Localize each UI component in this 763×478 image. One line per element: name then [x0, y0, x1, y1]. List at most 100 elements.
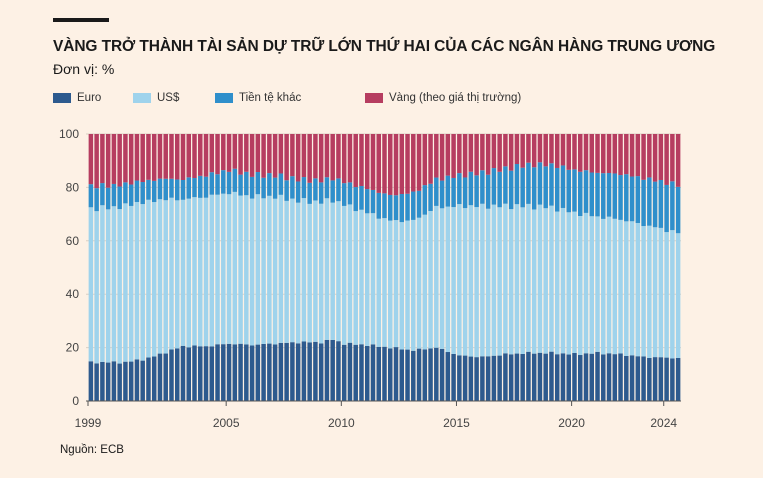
legend-swatch-gold: [365, 93, 383, 103]
bar-segment-gold: [284, 134, 289, 181]
bar-segment-usd: [272, 198, 278, 345]
bar-segment-other: [123, 182, 128, 204]
bar-segment-other: [244, 171, 249, 196]
bar-segment-euro: [595, 351, 600, 401]
bar-segment-usd: [186, 198, 191, 348]
bar-segment-gold: [658, 134, 664, 180]
y-tick-label: 20: [66, 341, 80, 355]
bar-segment-other: [543, 166, 548, 209]
bar-segment-other: [128, 184, 134, 206]
bar-segment-euro: [192, 345, 197, 401]
bar-segment-gold: [451, 134, 456, 178]
bar-segment-euro: [169, 349, 174, 401]
bar-segment-euro: [278, 342, 284, 401]
bar-segment-euro: [411, 350, 416, 401]
bar-segment-usd: [353, 211, 358, 345]
bar-segment-gold: [157, 134, 163, 179]
bar-segment-usd: [480, 203, 485, 357]
bar-segment-euro: [301, 341, 307, 401]
bar-segment-gold: [618, 134, 623, 176]
bar-segment-usd: [399, 222, 405, 350]
bar-segment-euro: [370, 344, 376, 401]
bar-segment-gold: [606, 134, 612, 174]
bar-segment-euro: [307, 342, 312, 401]
bar-segment-other: [301, 177, 307, 199]
bar-segment-other: [100, 183, 105, 206]
bar-segment-gold: [508, 134, 514, 171]
bar-segment-euro: [88, 361, 94, 401]
bar-segment-gold: [117, 134, 122, 187]
bar-segment-usd: [670, 230, 675, 359]
bar-segment-euro: [468, 356, 474, 401]
bar-segment-gold: [560, 134, 566, 166]
legend-label-usd: US$: [157, 92, 180, 104]
bar-segment-usd: [474, 207, 479, 358]
bar-segment-euro: [272, 344, 278, 401]
bar-segment-euro: [480, 356, 485, 401]
bar-segment-euro: [232, 344, 238, 401]
legend-swatch-other: [215, 93, 233, 103]
bar-segment-usd: [520, 207, 525, 354]
bar-segment-other: [330, 180, 335, 203]
bar-segment-usd: [221, 193, 226, 345]
bar-segment-euro: [117, 363, 122, 401]
bar-segment-gold: [307, 134, 312, 183]
bar-segment-other: [514, 164, 520, 205]
bar-segment-usd: [226, 194, 232, 344]
bar-segment-other: [180, 180, 186, 200]
bar-segment-usd: [232, 191, 238, 345]
bar-segment-gold: [566, 134, 571, 170]
bar-segment-other: [560, 165, 566, 208]
bar-segment-usd: [503, 203, 508, 354]
bar-segment-other: [134, 180, 140, 202]
bar-segment-euro: [347, 342, 353, 401]
bar-segment-usd: [618, 219, 623, 354]
legend-item-euro: Euro: [53, 92, 101, 104]
bar-segment-usd: [128, 205, 134, 362]
bar-segment-euro: [675, 357, 681, 401]
bar-segment-euro: [554, 354, 560, 401]
bar-segment-gold: [169, 134, 174, 179]
bar-segment-other: [503, 166, 508, 204]
bar-segment-gold: [445, 134, 451, 176]
bar-segment-other: [399, 194, 405, 223]
bar-segment-usd: [531, 209, 537, 354]
bar-segment-other: [192, 178, 197, 198]
bar-segment-euro: [198, 346, 203, 401]
bar-segment-gold: [209, 134, 215, 173]
bar-segment-gold: [595, 134, 600, 173]
bar-segment-other: [647, 177, 652, 226]
bar-segment-usd: [601, 218, 606, 355]
x-tick-label: 2010: [328, 416, 355, 430]
bar-segment-usd: [111, 206, 117, 362]
bar-segment-other: [652, 181, 658, 228]
bar-segment-euro: [393, 347, 399, 401]
bar-segment-usd: [261, 198, 266, 344]
bar-segment-usd: [411, 219, 416, 351]
bar-segment-gold: [364, 134, 370, 190]
bar-segment-gold: [652, 134, 658, 182]
bar-segment-usd: [244, 195, 249, 345]
bar-segment-other: [336, 178, 341, 202]
bar-segment-usd: [318, 203, 324, 344]
bar-segment-other: [451, 177, 456, 208]
bar-segment-usd: [554, 211, 560, 355]
bar-segment-gold: [601, 134, 606, 174]
bar-segment-usd: [652, 227, 658, 358]
bar-segment-gold: [554, 134, 560, 168]
bar-segment-other: [186, 177, 191, 199]
bar-segment-euro: [485, 356, 491, 401]
bar-segment-gold: [249, 134, 255, 177]
bar-segment-usd: [612, 218, 618, 355]
bar-segment-usd: [393, 220, 399, 348]
bar-segment-euro: [209, 346, 215, 401]
bar-segment-gold: [399, 134, 405, 194]
bar-segment-other: [307, 182, 312, 204]
bar-segment-other: [353, 187, 358, 212]
bar-segment-euro: [399, 349, 405, 401]
bar-segment-gold: [324, 134, 330, 178]
bar-segment-usd: [88, 207, 94, 362]
bar-segment-other: [359, 185, 364, 210]
bar-segment-other: [255, 172, 261, 195]
bar-segment-other: [272, 177, 278, 199]
